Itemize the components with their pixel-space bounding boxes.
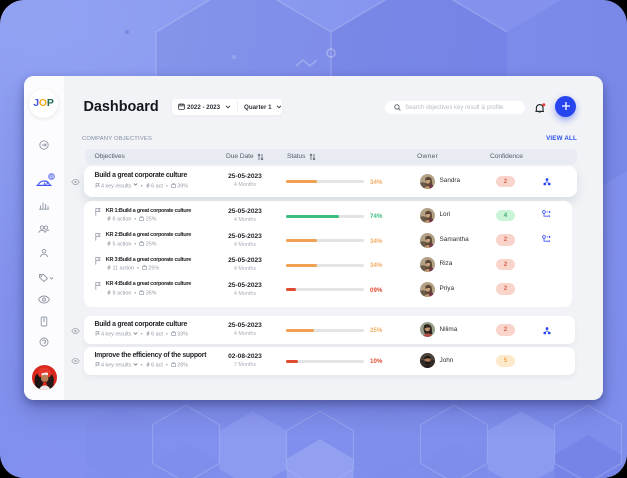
svg-text:15: 15 [49,175,53,179]
